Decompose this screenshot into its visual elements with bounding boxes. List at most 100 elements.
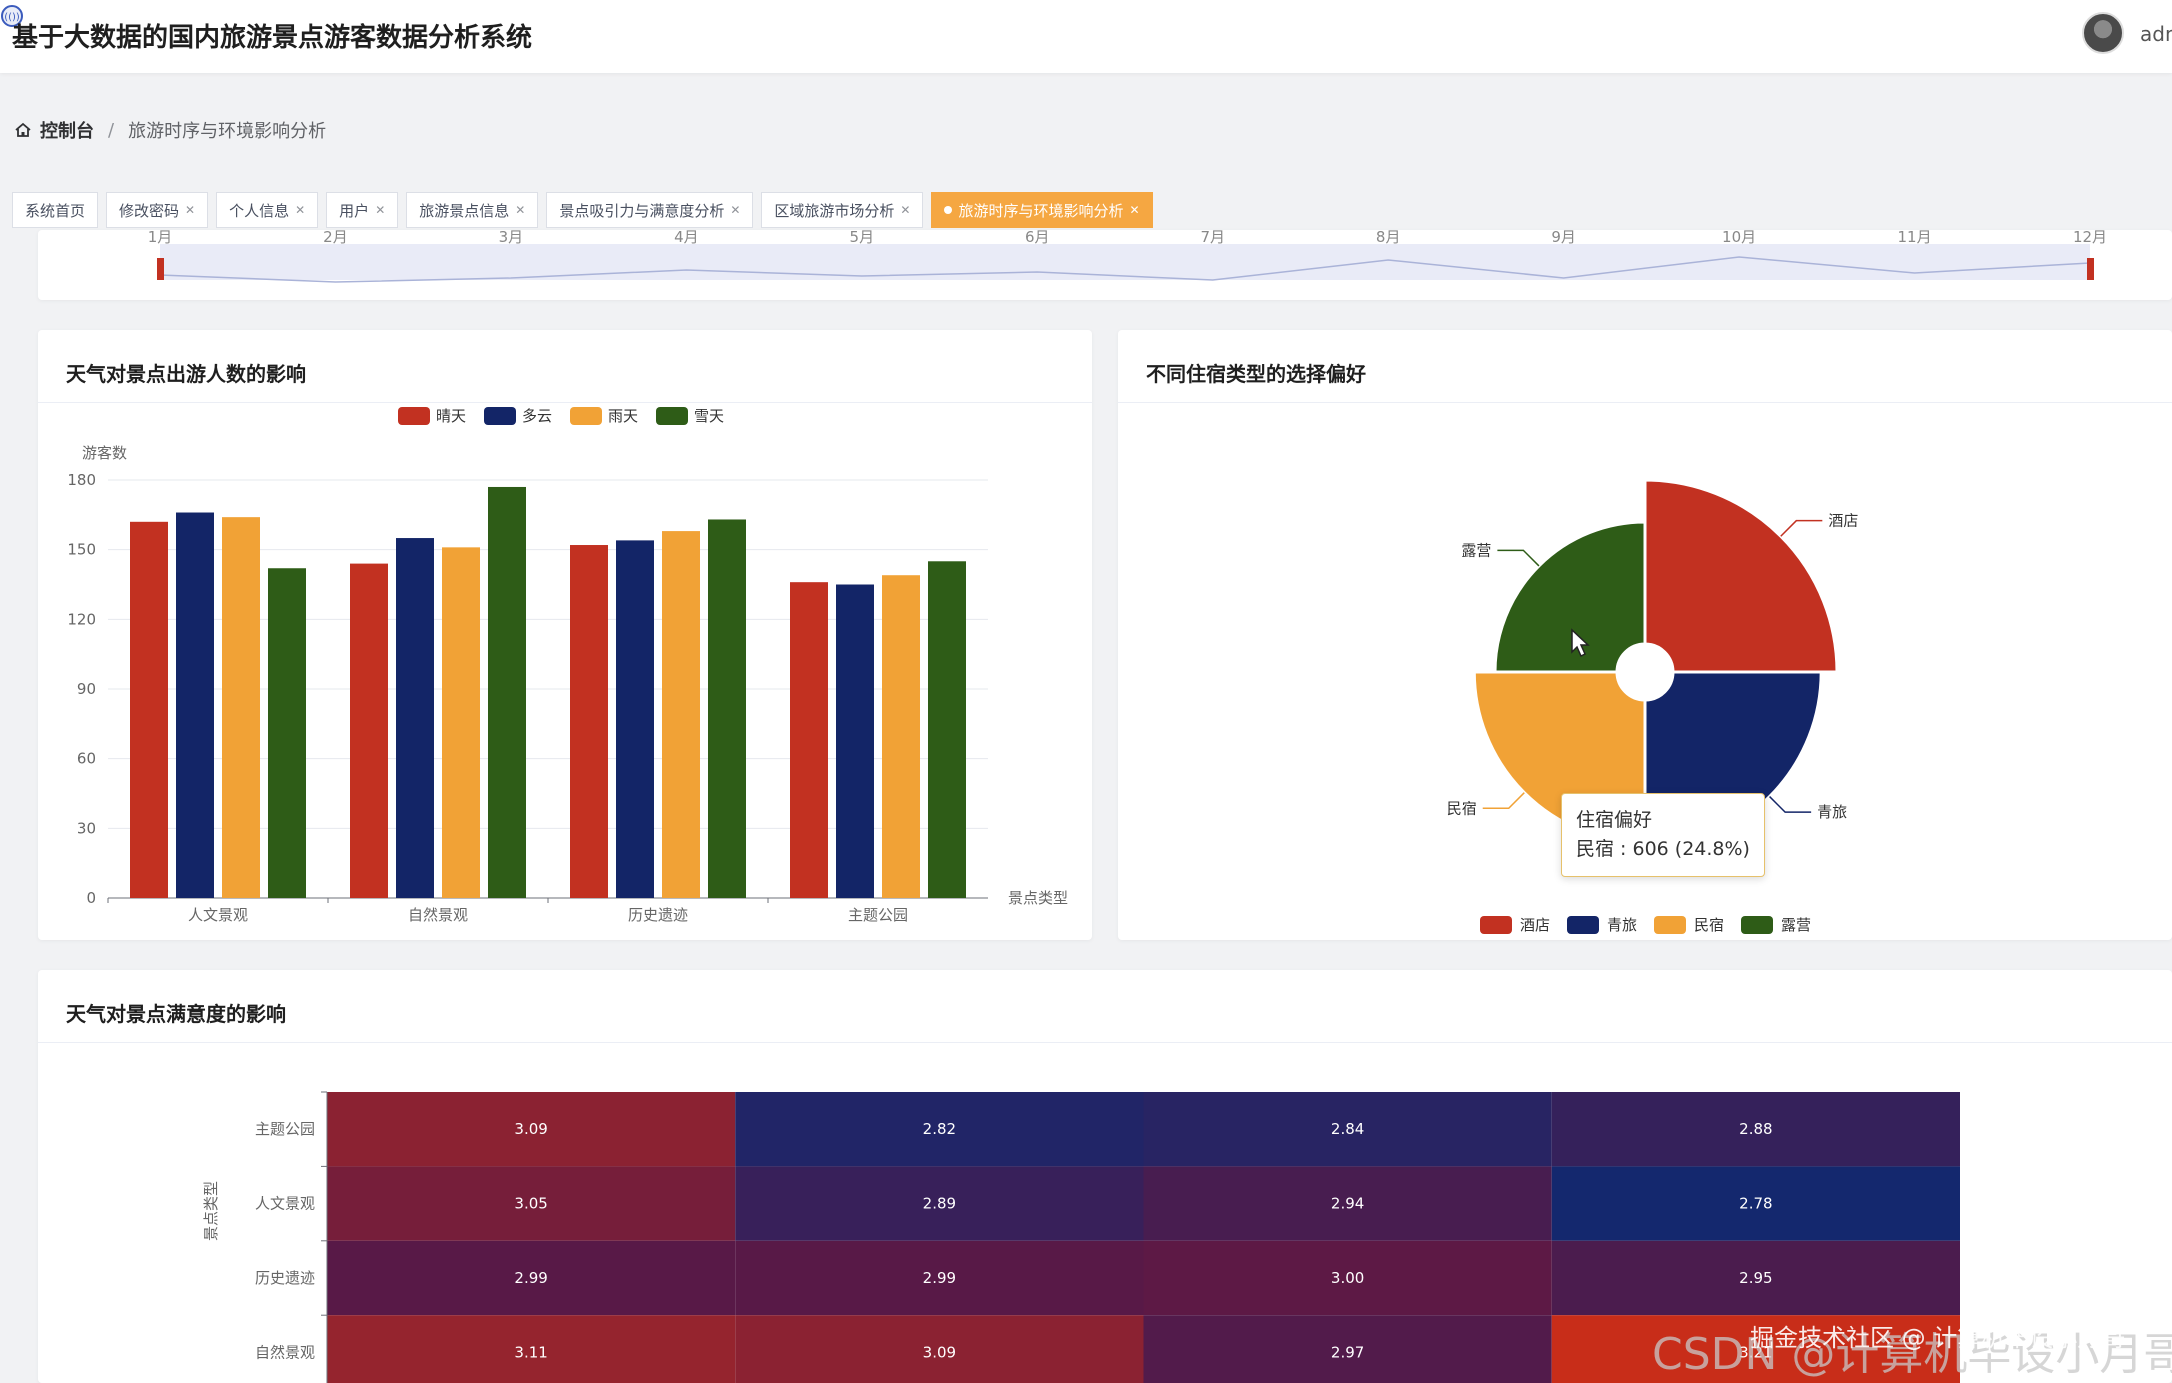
chart-tooltip: 住宿偏好 民宿 : 606 (24.8%) bbox=[1561, 793, 1765, 877]
tab-attractions[interactable]: 旅游景点信息 ✕ bbox=[406, 192, 539, 228]
tab-label: 用户 bbox=[339, 201, 370, 220]
heatmap-cell bbox=[1551, 1166, 1960, 1241]
bar bbox=[222, 517, 260, 898]
app-title: 基于大数据的国内旅游景点游客数据分析系统 bbox=[12, 23, 533, 53]
heatmap-cell bbox=[1551, 1240, 1960, 1316]
heatmap-cell bbox=[735, 1166, 1144, 1241]
legend-label: 多云 bbox=[522, 407, 552, 425]
tab-label: 旅游景点信息 bbox=[419, 201, 510, 220]
heatmap-row-label: 人文景观 bbox=[255, 1195, 315, 1213]
bar bbox=[488, 486, 526, 898]
zoom-month-label: 3月 bbox=[499, 230, 524, 246]
heatmap-cell bbox=[327, 1315, 736, 1383]
heatmap-cell bbox=[327, 1166, 736, 1241]
legend-label: 青旅 bbox=[1607, 916, 1637, 934]
heatmap-cell-label: 2.99 bbox=[923, 1269, 956, 1287]
y-tick-label: 180 bbox=[67, 471, 96, 489]
tab-label: 旅游时序与环境影响分析 bbox=[958, 201, 1124, 220]
zoom-handle-left bbox=[157, 258, 164, 280]
tabs-bar: 系统首页 修改密码 ✕ 个人信息 ✕ 用户 ✕ 旅游景点信息 ✕ 景点吸引力与满意度分析… bbox=[12, 192, 1153, 228]
y-tick-label: 150 bbox=[67, 541, 96, 559]
active-dot-icon bbox=[944, 206, 953, 214]
zoom-month-label: 8月 bbox=[1376, 230, 1401, 246]
legend-label: 晴天 bbox=[436, 407, 466, 425]
zoom-month-label: 11月 bbox=[1897, 230, 1931, 246]
heatmap-cell-label: 2.95 bbox=[1739, 1269, 1772, 1287]
heatmap-cell bbox=[1143, 1315, 1552, 1383]
bar bbox=[836, 584, 874, 898]
zoom-month-label: 10月 bbox=[1722, 230, 1756, 246]
close-icon[interactable]: ✕ bbox=[730, 203, 741, 217]
zoom-month-label: 6月 bbox=[1025, 230, 1050, 246]
close-icon[interactable]: ✕ bbox=[375, 203, 386, 217]
divider bbox=[38, 1042, 2172, 1043]
system-logo-icon: (()) bbox=[1, 5, 23, 27]
bar bbox=[882, 575, 920, 898]
breadcrumb-home[interactable]: 控制台 bbox=[14, 117, 94, 143]
heatmap-row-label: 自然景观 bbox=[255, 1343, 315, 1361]
pie-label-line bbox=[1482, 792, 1525, 810]
tab-label: 景点吸引力与满意度分析 bbox=[559, 201, 725, 220]
tab-users[interactable]: 用户 ✕ bbox=[326, 192, 399, 228]
breadcrumb-home-label: 控制台 bbox=[40, 121, 94, 142]
satisfaction-heatmap: 主题公园 3.09 2.82 2.84 2.88 人文景观 3.05 2.89 2.94 2.78… bbox=[202, 1091, 1960, 1383]
heatmap-cell bbox=[1143, 1166, 1552, 1241]
heatmap-cell bbox=[327, 1240, 736, 1316]
bar bbox=[176, 512, 214, 898]
y-tick-label: 60 bbox=[77, 750, 96, 768]
legend-swatch bbox=[1654, 916, 1686, 934]
x-tick-label: 人文景观 bbox=[188, 906, 248, 924]
bar bbox=[790, 582, 828, 898]
user-name[interactable]: adm bbox=[2140, 22, 2172, 46]
tab-timeseries-environment[interactable]: 旅游时序与环境影响分析 ✕ bbox=[931, 192, 1153, 228]
tab-change-password[interactable]: 修改密码 ✕ bbox=[106, 192, 209, 228]
y-axis-title: 游客数 bbox=[82, 444, 127, 462]
satisfaction-card: 天气对景点满意度的影响 主题公园 3.09 2.82 2.84 2.88 人文景观 3.05… bbox=[38, 970, 2172, 1383]
pointer-cursor-icon bbox=[1571, 628, 1590, 658]
heatmap-cell-label: 2.84 bbox=[1331, 1120, 1364, 1138]
tab-profile[interactable]: 个人信息 ✕ bbox=[216, 192, 319, 228]
bar bbox=[130, 521, 168, 898]
pie-label-line bbox=[1780, 519, 1823, 537]
tab-label: 修改密码 bbox=[119, 201, 180, 220]
close-icon[interactable]: ✕ bbox=[515, 203, 526, 217]
heatmap-cell-label: 3.21 bbox=[1739, 1343, 1772, 1361]
pie-label: 酒店 bbox=[1828, 512, 1858, 530]
breadcrumb: 控制台 / 旅游时序与环境影响分析 bbox=[14, 116, 326, 144]
tab-regional-market[interactable]: 区域旅游市场分析 ✕ bbox=[761, 192, 924, 228]
bar bbox=[708, 519, 746, 898]
close-icon[interactable]: ✕ bbox=[185, 203, 196, 217]
legend-swatch bbox=[1567, 916, 1599, 934]
heatmap-cell bbox=[735, 1240, 1144, 1316]
tab-attraction-satisfaction[interactable]: 景点吸引力与满意度分析 ✕ bbox=[546, 192, 754, 228]
heatmap-cell-label: 2.97 bbox=[1331, 1343, 1364, 1361]
tooltip-value: 民宿 : 606 (24.8%) bbox=[1576, 838, 1750, 860]
heatmap-cell bbox=[735, 1315, 1144, 1383]
bar bbox=[268, 568, 306, 898]
datazoom-slider[interactable]: 1月 2月 3月 4月 5月 6月 7月 8月 9月 10月 11月 12月 bbox=[38, 230, 2172, 300]
x-tick-label: 主题公园 bbox=[848, 906, 908, 924]
home-icon bbox=[15, 122, 31, 137]
tab-label: 个人信息 bbox=[229, 201, 290, 220]
heatmap-row-label: 主题公园 bbox=[255, 1120, 315, 1138]
x-tick-label: 历史遗迹 bbox=[628, 906, 688, 924]
heatmap-cell-label: 2.99 bbox=[514, 1269, 547, 1287]
zoom-month-label: 4月 bbox=[674, 230, 699, 246]
avatar[interactable] bbox=[2082, 12, 2124, 54]
y-tick-label: 0 bbox=[86, 889, 96, 907]
legend-swatch bbox=[398, 407, 430, 425]
weather-visitors-card: 天气对景点出游人数的影响 晴天 多云 雨天 雪天 游客数 0 30 60 90 120 150 180… bbox=[38, 330, 1092, 940]
close-icon[interactable]: ✕ bbox=[295, 203, 306, 217]
close-icon[interactable]: ✕ bbox=[1129, 203, 1140, 217]
pie-label: 青旅 bbox=[1817, 803, 1847, 821]
legend-label: 酒店 bbox=[1520, 916, 1550, 934]
legend-label: 露营 bbox=[1781, 916, 1811, 934]
bar bbox=[662, 531, 700, 898]
tab-home[interactable]: 系统首页 bbox=[12, 192, 99, 228]
legend-swatch bbox=[1480, 916, 1512, 934]
heatmap-cell bbox=[1143, 1240, 1552, 1316]
heatmap-cell-label: 3.00 bbox=[1331, 1269, 1364, 1287]
close-icon[interactable]: ✕ bbox=[900, 203, 911, 217]
